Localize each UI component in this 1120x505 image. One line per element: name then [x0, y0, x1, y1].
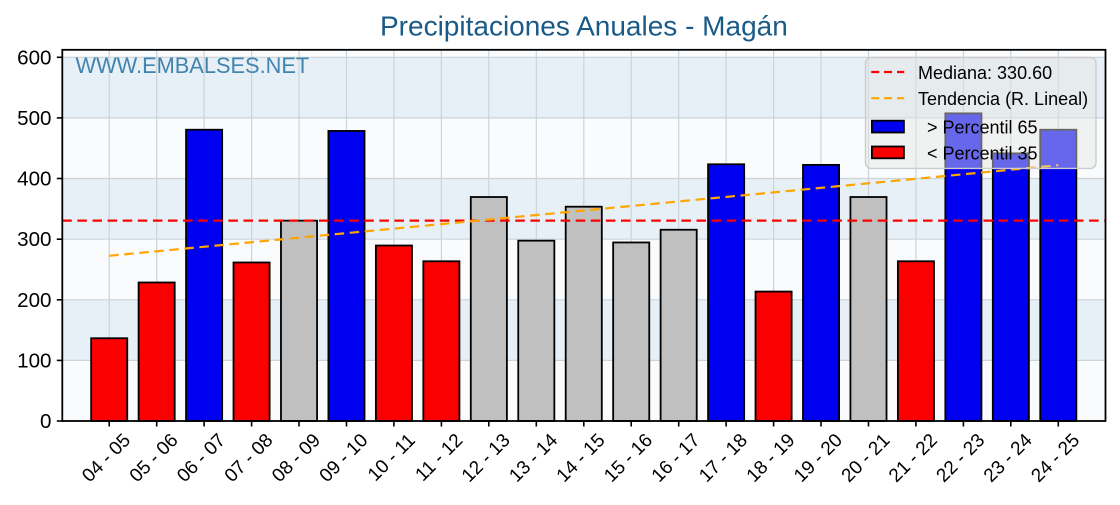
svg-text:WWW.EMBALSES.NET: WWW.EMBALSES.NET	[76, 53, 310, 78]
svg-text:Precipitaciones Anuales - Magá: Precipitaciones Anuales - Magán	[380, 11, 788, 42]
svg-text:Mediana: 330.60: Mediana: 330.60	[918, 63, 1052, 83]
svg-text:< Percentil 35: < Percentil 35	[927, 143, 1038, 163]
svg-text:400: 400	[17, 168, 51, 191]
svg-text:Tendencia (R. Lineal): Tendencia (R. Lineal)	[918, 89, 1088, 109]
svg-text:300: 300	[17, 228, 51, 251]
svg-text:200: 200	[17, 289, 51, 312]
svg-text:100: 100	[17, 349, 51, 372]
svg-text:600: 600	[17, 46, 51, 69]
svg-text:500: 500	[17, 107, 51, 130]
svg-text:0: 0	[40, 410, 51, 433]
svg-text:> Percentil 65: > Percentil 65	[927, 118, 1038, 138]
